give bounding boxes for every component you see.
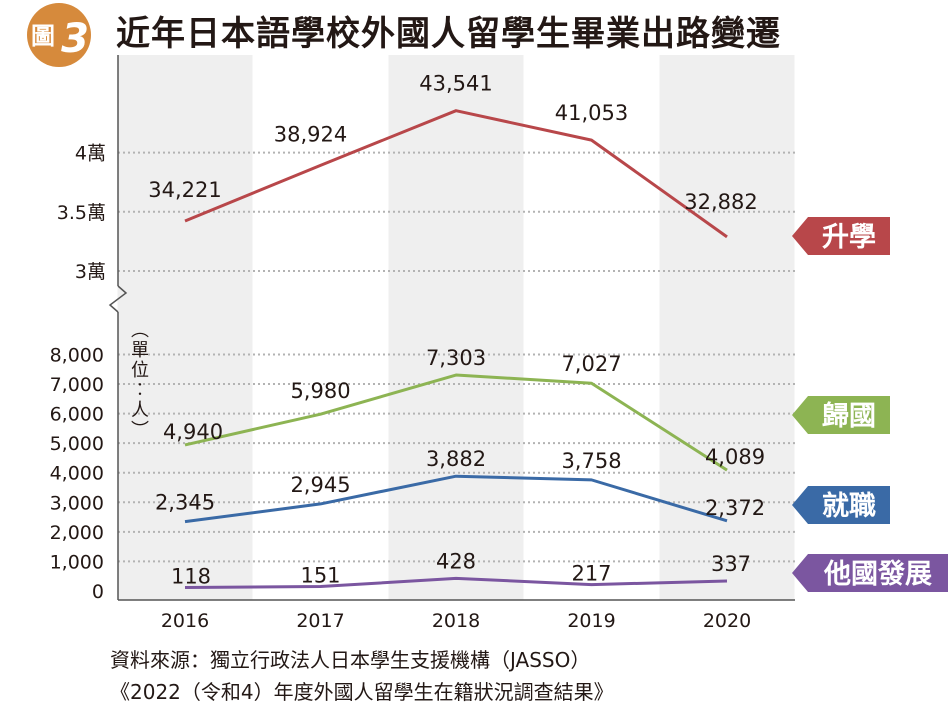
legend-tag-shape — [792, 396, 890, 434]
y-tick-label-lower: 4,000 — [50, 463, 104, 485]
y-tick-label-lower: 8,000 — [50, 344, 104, 366]
column-band — [388, 55, 524, 600]
data-label: 3,758 — [561, 449, 621, 473]
series-line — [184, 474, 728, 524]
data-label: 2,345 — [155, 491, 215, 515]
unit-label: ︵單位︰人︶ — [131, 320, 149, 441]
legend-tag-shape — [792, 554, 948, 592]
y-tick-label-lower: 0 — [92, 581, 104, 603]
data-label: 2,372 — [705, 496, 765, 520]
y-tick-label-lower: 2,000 — [50, 522, 104, 544]
data-label: 151 — [300, 564, 340, 588]
badge-number: 3 — [61, 16, 89, 62]
y-tick-label-upper: 3萬 — [75, 261, 106, 283]
x-tick-label: 2020 — [703, 610, 751, 632]
data-label: 4,940 — [163, 420, 223, 444]
x-tick-label: 2018 — [432, 610, 480, 632]
y-tick-label-lower: 5,000 — [50, 433, 104, 455]
data-label: 428 — [436, 549, 476, 573]
data-label: 32,882 — [684, 190, 757, 214]
legend-tag-shape — [792, 486, 890, 524]
column-band — [659, 55, 795, 600]
data-label: 41,053 — [555, 101, 628, 125]
series-line — [184, 373, 728, 472]
source-note: 資料來源：獨立行政法人日本學生支援機構（JASSO） 《2022（令和4）年度外… — [110, 644, 614, 708]
legend-label: 歸國 — [822, 400, 876, 432]
data-label: 7,027 — [561, 352, 621, 376]
data-label: 7,303 — [426, 346, 486, 370]
data-label: 34,221 — [148, 178, 221, 202]
legend-tag: 就職 — [792, 486, 890, 524]
badge-label: 圖 — [31, 22, 55, 50]
chart-title: 近年日本語學校外國人留學生畢業出路變遷 — [116, 14, 781, 54]
x-tick-label: 2017 — [296, 610, 344, 632]
x-tick-label: 2016 — [161, 610, 209, 632]
legend-label: 升學 — [822, 222, 876, 253]
data-label: 118 — [171, 565, 211, 589]
figure-badge: 圖 3 — [27, 3, 91, 67]
x-tick-label: 2019 — [567, 610, 615, 632]
y-tick-label-upper: 4萬 — [75, 143, 106, 165]
legend-label: 他國發展 — [823, 559, 932, 590]
badge-circle — [27, 3, 91, 67]
column-band — [117, 55, 253, 600]
legend-tag: 他國發展 — [792, 554, 948, 592]
legend-tag: 歸國 — [792, 396, 890, 434]
y-tick-label-lower: 6,000 — [50, 404, 104, 426]
y-tick-label-upper: 3.5萬 — [57, 202, 106, 224]
y-tick-label-lower: 7,000 — [50, 374, 104, 396]
data-label: 3,882 — [426, 447, 486, 471]
series-line — [184, 576, 728, 590]
source-line-2: 《2022（令和4）年度外國人留學生在籍狀況調查結果》 — [110, 680, 614, 704]
source-line-1: 資料來源：獨立行政法人日本學生支援機構（JASSO） — [110, 648, 591, 672]
axis-break — [108, 285, 128, 313]
data-label: 4,089 — [705, 445, 765, 469]
legend-tag: 升學 — [792, 217, 890, 255]
data-label: 43,541 — [419, 72, 492, 96]
series-line — [184, 109, 728, 239]
legend-label: 就職 — [822, 491, 876, 522]
data-label: 5,980 — [290, 379, 350, 403]
y-tick-label-lower: 3,000 — [50, 492, 104, 514]
y-tick-label-lower: 1,000 — [50, 551, 104, 573]
data-label: 337 — [711, 552, 751, 576]
data-label: 38,924 — [274, 122, 347, 146]
data-label: 2,945 — [290, 473, 350, 497]
legend-tag-shape — [792, 217, 890, 255]
data-label: 217 — [571, 562, 611, 586]
